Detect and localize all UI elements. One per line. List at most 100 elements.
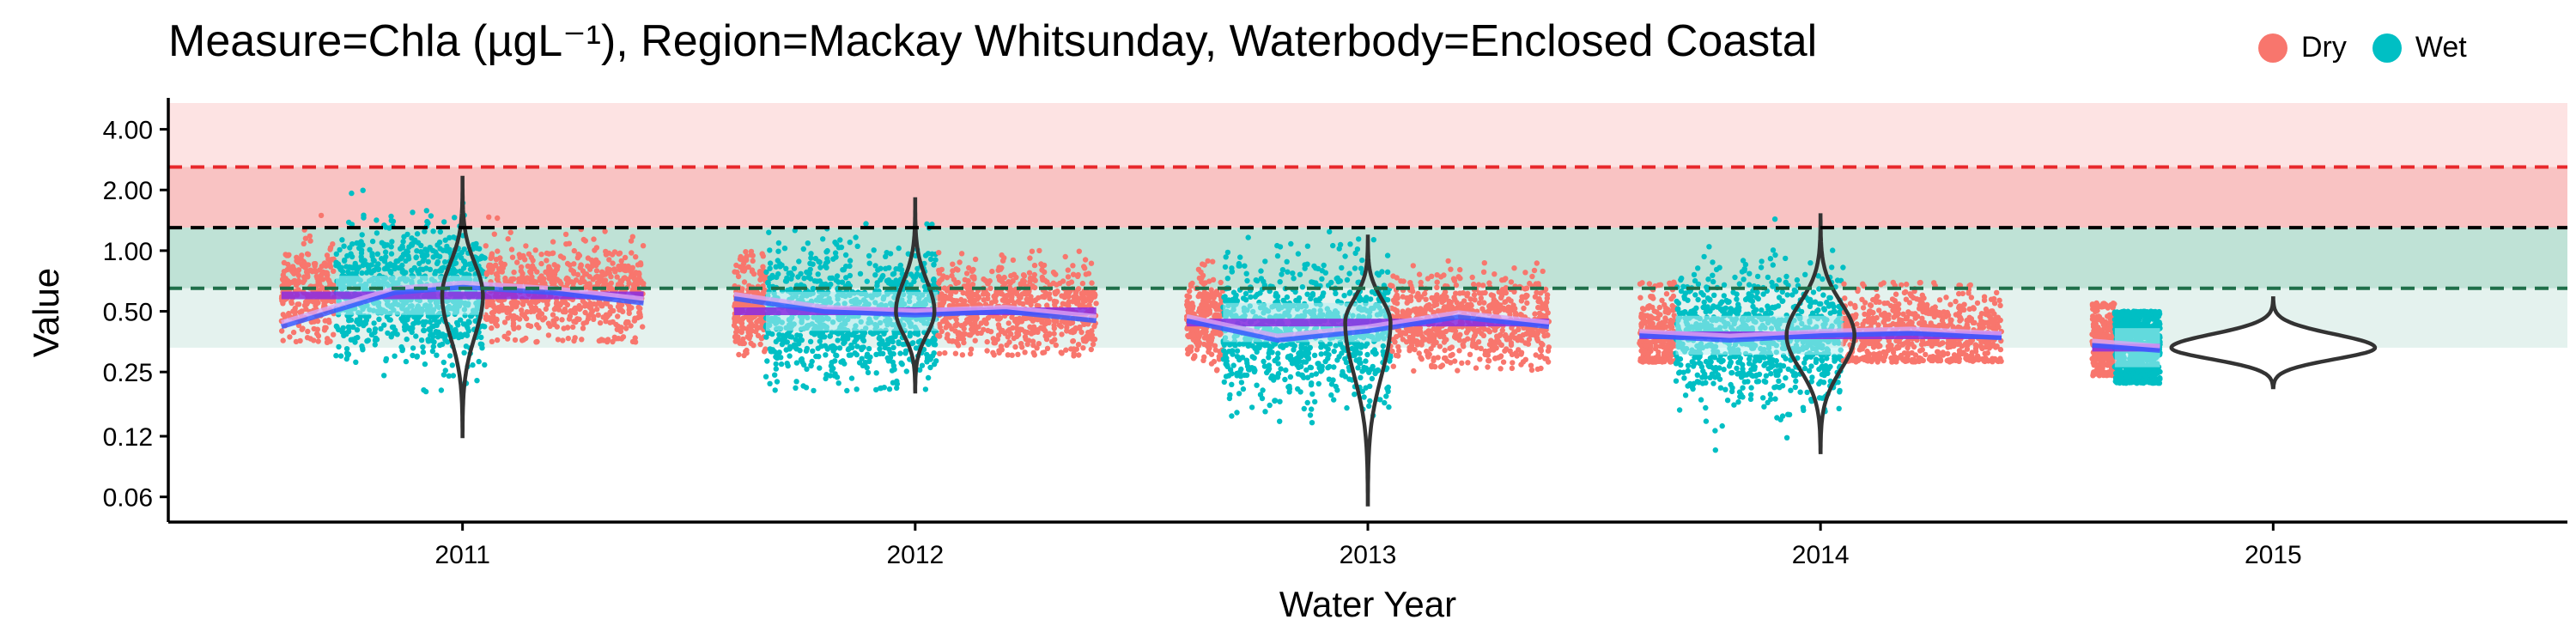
data-point — [548, 271, 555, 277]
data-point — [1449, 351, 1455, 358]
data-point — [301, 240, 307, 246]
data-point — [1223, 374, 1230, 380]
data-point — [1262, 343, 1268, 349]
data-point — [588, 310, 594, 317]
chart-title: Measure=Chla (µgL⁻¹), Region=Mackay Whit… — [168, 16, 1818, 66]
data-point — [1307, 412, 1314, 418]
data-point — [434, 322, 440, 328]
data-point — [389, 324, 396, 331]
data-point — [474, 378, 480, 384]
data-point — [508, 306, 514, 313]
data-point — [404, 336, 410, 343]
data-point — [544, 270, 550, 276]
data-point — [542, 315, 548, 321]
data-point — [347, 245, 353, 251]
data-point — [1068, 346, 1074, 352]
data-point — [1352, 392, 1358, 398]
data-point — [519, 273, 526, 280]
data-point — [423, 208, 429, 214]
data-point — [800, 246, 806, 252]
data-point — [1206, 310, 1212, 316]
data-point — [446, 248, 453, 254]
data-point — [969, 282, 976, 288]
data-point — [824, 258, 831, 264]
data-point — [1368, 367, 1374, 373]
data-point — [300, 263, 306, 269]
data-point — [958, 251, 965, 257]
data-point — [1357, 297, 1363, 304]
data-point — [732, 269, 738, 275]
data-point — [865, 369, 872, 376]
data-point — [640, 324, 646, 330]
data-point — [582, 238, 588, 244]
data-point — [1344, 276, 1351, 283]
data-point — [1301, 405, 1308, 412]
data-point — [1222, 264, 1229, 270]
data-point — [1330, 377, 1336, 383]
data-point — [736, 351, 742, 358]
data-point — [427, 319, 434, 325]
data-point — [1288, 240, 1294, 247]
data-point — [951, 276, 957, 283]
data-point — [353, 335, 359, 342]
data-point — [343, 264, 349, 270]
data-point — [743, 249, 749, 255]
data-point — [1284, 258, 1290, 264]
data-point — [999, 252, 1005, 258]
data-point — [1386, 404, 1392, 410]
data-point — [483, 243, 489, 249]
data-point — [470, 361, 476, 368]
data-point — [773, 361, 779, 368]
data-point — [1304, 243, 1311, 249]
data-point — [565, 335, 571, 342]
data-point — [447, 234, 453, 240]
data-point — [799, 359, 805, 365]
data-point — [1318, 351, 1324, 357]
data-point — [740, 336, 746, 343]
data-point — [1369, 375, 1376, 382]
data-point — [628, 323, 634, 329]
data-point — [1261, 358, 1267, 365]
data-point — [632, 335, 638, 341]
data-point — [403, 358, 410, 365]
data-point — [1031, 352, 1038, 358]
data-point — [1336, 246, 1342, 252]
data-point — [523, 315, 530, 322]
data-point — [387, 261, 393, 267]
data-point — [580, 320, 586, 326]
data-point — [1291, 347, 1297, 353]
data-point — [1275, 371, 1282, 377]
data-point — [847, 258, 854, 264]
data-point — [1234, 410, 1240, 416]
data-point — [511, 325, 517, 331]
data-point — [969, 274, 975, 280]
data-point — [1040, 276, 1046, 283]
data-point — [307, 238, 313, 244]
data-point — [1339, 350, 1345, 356]
data-point — [526, 301, 532, 307]
data-point — [937, 278, 943, 284]
data-point — [1339, 264, 1345, 271]
data-point — [1275, 350, 1281, 356]
data-point — [1227, 392, 1233, 398]
data-point — [789, 272, 795, 278]
data-point — [413, 333, 419, 339]
data-point — [489, 338, 495, 344]
data-point — [864, 278, 870, 284]
data-point — [805, 240, 811, 246]
data-point — [872, 272, 878, 278]
data-point — [1188, 283, 1194, 289]
data-point — [961, 339, 967, 346]
data-point — [1190, 331, 1196, 337]
data-point — [1091, 291, 1098, 297]
data-point — [852, 350, 858, 356]
data-point — [1253, 277, 1260, 283]
data-point — [1371, 347, 1378, 353]
data-point — [495, 215, 501, 222]
data-point — [943, 319, 949, 325]
data-point — [1248, 294, 1254, 301]
data-point — [959, 352, 966, 358]
data-point — [1229, 269, 1236, 275]
data-point — [1290, 270, 1296, 276]
data-point — [414, 248, 420, 254]
